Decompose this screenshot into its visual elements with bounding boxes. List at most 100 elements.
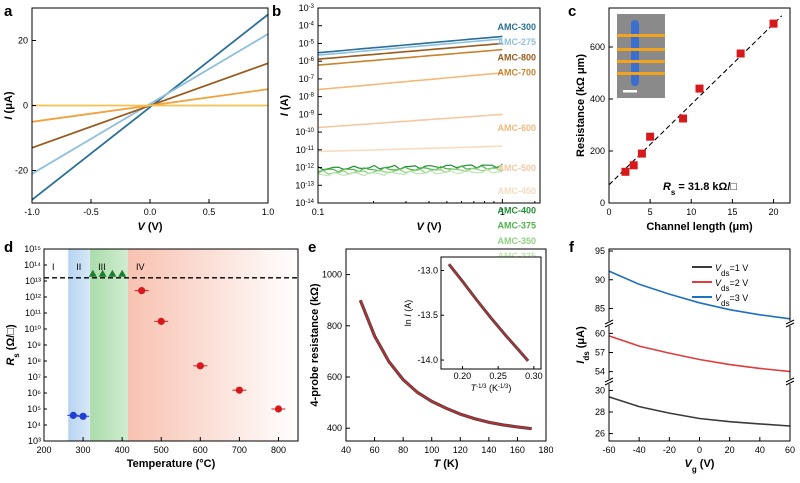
x-axis-label: V (V) <box>416 221 441 233</box>
x-tick-label: 180 <box>538 445 553 455</box>
y-tick-label: 10⁶ <box>27 388 41 398</box>
data-point <box>646 132 655 141</box>
legend-entry-amc-600: AMC-600 <box>497 123 536 133</box>
legend-entry-amc-325: AMC-325 <box>497 251 536 261</box>
axis-break-mark <box>785 319 795 325</box>
panel-d-sheet-resistance-vs-temperature: I II III IV10³10⁴10⁵10⁶10⁷10⁸10⁹10¹⁰10¹¹10¹… <box>5 244 299 470</box>
legend-entry-amc-350: AMC-350 <box>497 236 536 246</box>
data-point <box>629 161 638 170</box>
panel-label-c: c <box>568 3 576 20</box>
data-point <box>621 167 630 176</box>
sheet-resistance-annotation: Rs = 31.8 kΩ/□ <box>663 181 737 197</box>
x-tick-label: 400 <box>115 445 130 455</box>
x-tick-label: 0.0 <box>144 207 157 217</box>
y-tick-label: 10¹⁵ <box>24 244 41 254</box>
x-tick-label: 600 <box>193 445 208 455</box>
inset-frame <box>440 256 542 370</box>
log-iv-line-1 <box>317 38 503 56</box>
y-axis-label: I (μA) <box>3 91 15 119</box>
data-point-blue <box>69 411 77 419</box>
x-tick-label: 120 <box>453 445 468 455</box>
panel-label-a: a <box>4 3 13 20</box>
iv-line-0 <box>31 13 269 201</box>
x-tick-label: -60 <box>602 445 615 455</box>
y-tick-label: 85 <box>595 304 605 314</box>
inset-electrode <box>617 48 665 51</box>
transfer-curve-0 <box>608 270 791 320</box>
inset-background <box>617 14 665 98</box>
y-tick-label: 10⁷ <box>28 372 41 382</box>
log-iv-line-10 <box>317 168 503 177</box>
x-tick-label: 1.0 <box>262 207 275 217</box>
y-axis-label: Rs (Ω/□) <box>5 324 21 366</box>
axis-break-mark <box>785 377 795 383</box>
x-tick-label: 1 <box>500 207 505 217</box>
x-tick-label: 0.5 <box>203 207 216 217</box>
region-label-ii: II <box>76 262 81 272</box>
above-limit-marker <box>88 269 97 277</box>
data-point-red <box>235 386 243 394</box>
iv-line-1 <box>31 33 269 175</box>
axis-break-gap <box>605 379 613 384</box>
data-point-red <box>157 317 165 325</box>
data-point <box>695 84 704 93</box>
panel-label-e: e <box>308 239 316 256</box>
transfer-curve-2 <box>608 396 791 427</box>
inset-y-tick-label: -13.0 <box>417 265 438 275</box>
y-tick-label: 10⁹ <box>27 340 41 350</box>
inset-x-axis-label: T-1/3 (K-1/3) <box>471 383 512 393</box>
x-tick-label: 20 <box>769 207 779 217</box>
inset-x-tick-label: 0.25 <box>489 371 507 381</box>
y-tick-label: 10¹³ <box>25 276 41 286</box>
axis-break-mark <box>604 319 614 325</box>
fit-curve <box>359 299 532 430</box>
legend-entry-1v: Vds=1 V <box>715 263 748 278</box>
legend-entry-amc-500: AMC-500 <box>497 163 536 173</box>
y-tick-label: 10-12 <box>295 163 314 173</box>
y-tick-label: 200 <box>590 146 605 156</box>
axis-break-gap <box>786 321 794 326</box>
x-tick-label: 500 <box>154 445 169 455</box>
x-tick-label: -1.0 <box>24 207 40 217</box>
y-tick-label: 10-14 <box>295 198 314 208</box>
x-tick-label: -40 <box>633 445 646 455</box>
inset-y-tick-label: -14.0 <box>417 355 438 365</box>
y-tick-label: 26 <box>595 429 605 439</box>
region-iv <box>128 249 298 441</box>
x-tick-label: 10 <box>686 207 696 217</box>
region-label-iv: IV <box>136 262 145 272</box>
inset-x-tick-label: 0.30 <box>525 371 543 381</box>
y-tick-label: 10-13 <box>295 180 314 190</box>
y-tick-label: 800 <box>327 321 342 331</box>
axis-break-mark <box>785 380 795 386</box>
y-tick-label: 10-9 <box>299 109 315 119</box>
inset-electrode <box>617 34 665 37</box>
y-tick-label: 1000 <box>322 270 342 280</box>
legend-entry-amc-400: AMC-400 <box>497 205 536 215</box>
axis-break-mark <box>604 322 614 328</box>
inset-fit-line <box>448 263 529 362</box>
y-tick-label: 10⁴ <box>27 420 41 430</box>
axis-break-mark <box>604 377 614 383</box>
y-tick-label: 90 <box>595 275 605 285</box>
y-tick-label: 10-8 <box>299 92 315 102</box>
data-point-red <box>274 405 283 413</box>
x-tick-label: 100 <box>424 445 439 455</box>
plot-frame <box>345 248 547 442</box>
x-tick-label: -0.5 <box>83 207 99 217</box>
legend-entry-amc-375: AMC-375 <box>497 221 536 231</box>
device-inset-image <box>617 14 665 98</box>
region-iii <box>90 249 129 441</box>
inset-channel <box>631 20 639 86</box>
x-tick-label: 300 <box>76 445 91 455</box>
x-tick-label: 160 <box>510 445 525 455</box>
data-point-red <box>196 362 204 370</box>
y-tick-label: 28 <box>595 407 605 417</box>
data-point-red <box>138 287 146 295</box>
panel-label-d: d <box>4 239 13 256</box>
data-point <box>637 149 646 158</box>
axis-break-mark <box>785 322 795 328</box>
region-label-iii: III <box>98 262 106 272</box>
legend-entry-amc-800: AMC-800 <box>497 52 536 62</box>
y-tick-label: 54 <box>595 367 605 377</box>
